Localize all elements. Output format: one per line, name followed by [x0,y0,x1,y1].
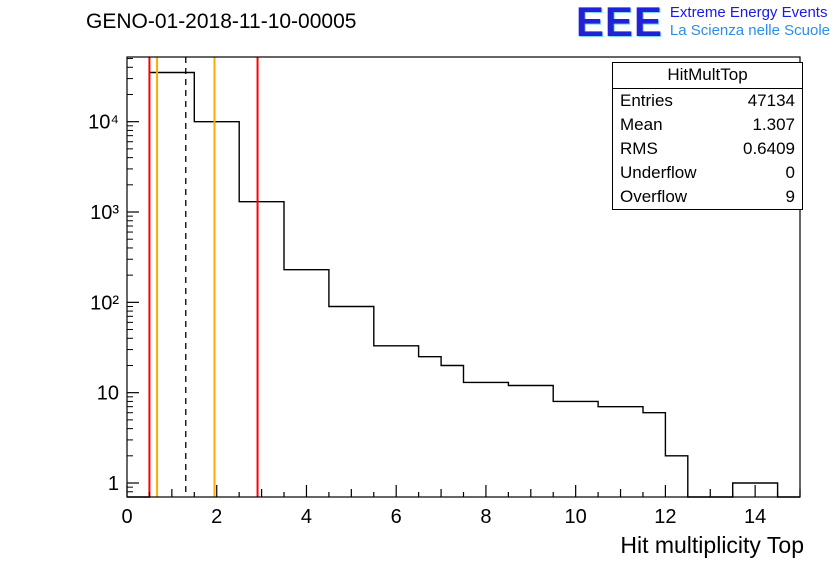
x-tick-label: 2 [211,506,222,528]
y-tick-label: 10² [90,292,119,314]
x-tick-label: 4 [301,506,312,528]
eee-logo-subtitles: Extreme Energy Events La Scienza nelle S… [670,2,830,40]
x-tick-label: 14 [744,506,766,528]
stat-value: 1.307 [752,115,795,135]
stats-row-rms: RMS 0.6409 [613,137,802,161]
logo-subtitle-1: Extreme Energy Events [669,4,828,21]
stat-value: 0.6409 [743,139,795,159]
y-tick-label: 10 [97,383,119,405]
y-tick-label: 10⁴ [88,112,119,134]
eee-logo-text: EEE [575,0,663,45]
x-tick-label: 8 [480,506,491,528]
stats-box: HitMultTop Entries 47134 Mean 1.307 RMS … [612,62,803,211]
stats-box-title: HitMultTop [613,63,802,89]
x-axis-title: Hit multiplicity Top [620,532,804,558]
x-tick-label: 6 [391,506,402,528]
stat-label: Mean [620,115,663,135]
y-tick-label: 10³ [90,202,119,224]
x-tick-label: 12 [654,506,676,528]
stats-row-entries: Entries 47134 [613,89,802,113]
stats-row-mean: Mean 1.307 [613,113,802,137]
stat-value: 9 [785,187,795,207]
logo-subtitle-2: La Scienza nelle Scuole [669,22,830,39]
stats-row-underflow: Underflow 0 [613,161,802,185]
stat-label: Overflow [620,187,688,207]
histogram-step-line [127,71,800,498]
y-tick-label: 1 [108,473,119,495]
stat-label: Entries [620,91,673,110]
x-tick-label: 10 [565,506,587,528]
stat-value: 47134 [747,91,795,110]
stat-value: 0 [785,163,795,183]
stat-label: RMS [620,139,658,159]
plot-title: GENO-01-2018-11-10-00005 [86,10,357,33]
stat-label: Underflow [620,163,697,183]
stats-row-overflow: Overflow 9 [613,185,802,209]
eee-logo: EEE Extreme Energy Events La Scienza nel… [575,0,830,45]
x-tick-label: 0 [121,506,132,528]
